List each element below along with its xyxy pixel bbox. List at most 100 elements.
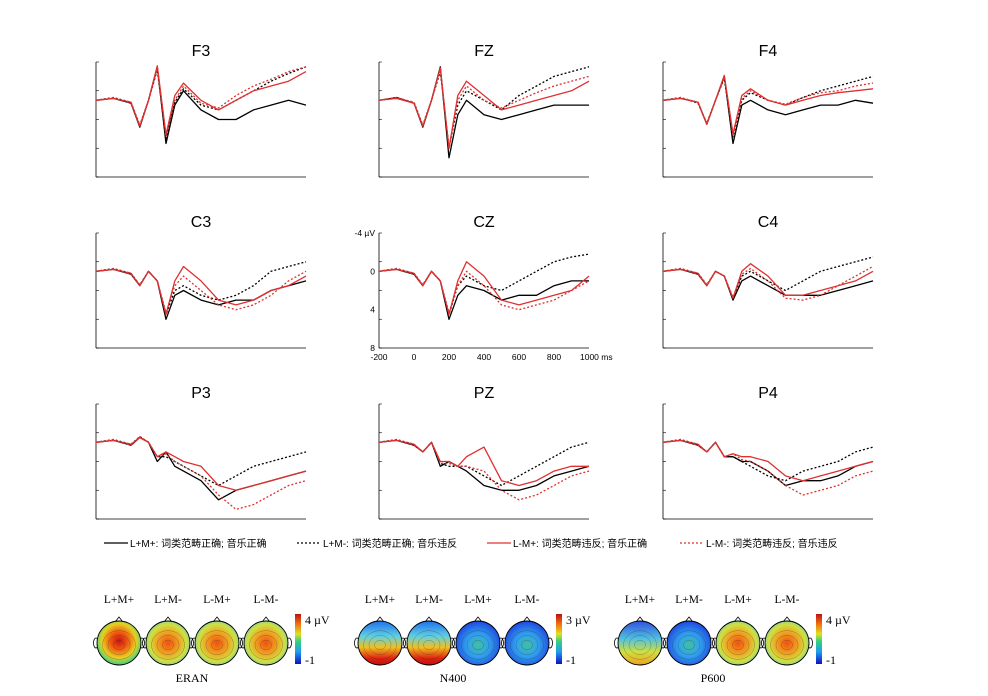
contour-line [260,640,272,650]
nose [635,616,645,623]
topo-head-l-m [191,616,243,666]
contour-line [472,640,484,650]
contour-line [521,640,533,650]
contour-line [363,630,397,660]
erp-series-l-m [662,263,874,299]
legend-entry-l-m: L-M+: 词类范畴违反; 音乐正确 [487,537,647,550]
erp-series-l-m [378,267,590,314]
x-tick-label: 1000 ms [580,352,613,362]
nose [212,616,222,623]
colorbar [816,614,822,664]
erp-series-l-m [95,65,307,136]
x-tick-label: 600 [512,352,526,362]
nose [733,616,743,623]
erp-panel-p4: P4 [662,385,874,520]
contour-line [466,635,490,655]
colorbar-max-label: 4 µV [305,613,330,627]
topo-head-l-m [403,616,455,666]
nose [375,616,385,623]
scalp-map [406,620,452,666]
topo-condition-label: L-M+ [464,594,492,606]
y-tick-label: 0 [370,266,375,276]
erp-series-l-m [662,438,874,496]
scalp-map [243,620,289,666]
legend-entry-l-m: L+M-: 词类范畴正确; 音乐违反 [297,537,457,550]
contour-line [726,635,750,655]
colorbar [556,614,562,664]
contour-line [683,640,695,650]
topo-head-l-m [354,616,406,666]
colorbar-max-label: 3 µV [566,613,591,627]
contour-line [211,640,223,650]
topo-group-name: P600 [701,671,726,685]
contour-line [515,635,539,655]
panel-title: PZ [474,385,495,402]
erp-panel-f4: F4 [662,43,874,178]
topo-group-p600: L+M+ L+M- L-M+ L-M- 4 µV -1 P600 [614,594,851,685]
erp-series-l-m [95,265,307,316]
nose [522,616,532,623]
erp-series-l-m [662,74,874,135]
topo-condition-label: L-M+ [203,594,231,606]
erp-series-l-m [662,265,874,301]
colorbar-min-label: -1 [826,653,836,667]
topo-condition-label: L-M- [254,594,279,606]
colorbar-max-label: 4 µV [826,613,851,627]
nose [473,616,483,623]
contour-line [417,635,441,655]
erp-series-l-m [378,438,590,487]
erp-panel-p3: P3 [95,385,307,520]
scalp-map [764,620,810,666]
topo-condition-label: L-M+ [724,594,752,606]
contour-line [151,630,185,660]
contour-line [781,640,793,650]
topo-condition-label: L+M+ [104,594,134,606]
contour-line [113,640,125,650]
erp-series-l-m [95,436,307,491]
topo-group-eran: L+M+ L+M- L-M+ L-M- 4 µV -1 ERAN [93,594,330,685]
erp-series-l-m [95,268,307,320]
contour-line [374,640,386,650]
topo-head-l-m [663,616,715,666]
erp-series-l-m [662,75,874,138]
y-tick-label: 8 [370,343,375,353]
erp-series-l-m [662,75,874,145]
contour-line [510,630,544,660]
contour-line [677,635,701,655]
panel-title: C3 [191,214,212,231]
erp-series-l-m [378,66,590,149]
topo-condition-label: L+M+ [365,594,395,606]
scalp-map [145,620,191,666]
topo-head-l-m [93,616,145,666]
nose [163,616,173,623]
y-tick-label: 4 [370,305,375,315]
x-tick-label: 800 [547,352,561,362]
erp-panel-pz: PZ [378,385,590,520]
colorbar [295,614,301,664]
topo-head-l-m [614,616,666,666]
erp-series-l-m [95,436,307,501]
erp-series-l-m [662,76,874,137]
erp-series-l-m [662,439,874,487]
panel-title: FZ [474,43,494,60]
erp-panel-c3: C3 [95,214,307,349]
colorbar-min-label: -1 [566,653,576,667]
y-tick-label: -4 µV [355,228,376,238]
erp-series-l-m [378,438,590,501]
legend-label: L-M-: 词类范畴违反; 音乐违反 [706,537,838,550]
topo-head-l-m [452,616,504,666]
scalp-map [455,620,501,666]
topo-condition-label: L+M+ [625,594,655,606]
erp-series-l-m [378,261,590,316]
legend-label: L-M+: 词类范畴违反; 音乐正确 [513,537,647,550]
erp-series-l-m [378,67,590,149]
topo-condition-label: L+M- [675,594,703,606]
erp-series-l-m [95,435,307,511]
erp-series-l-m [662,256,874,299]
erp-panel-f3: F3 [95,43,307,178]
panel-title: C4 [758,214,779,231]
contour-line [412,630,446,660]
contour-line [423,640,435,650]
contour-line [249,630,283,660]
